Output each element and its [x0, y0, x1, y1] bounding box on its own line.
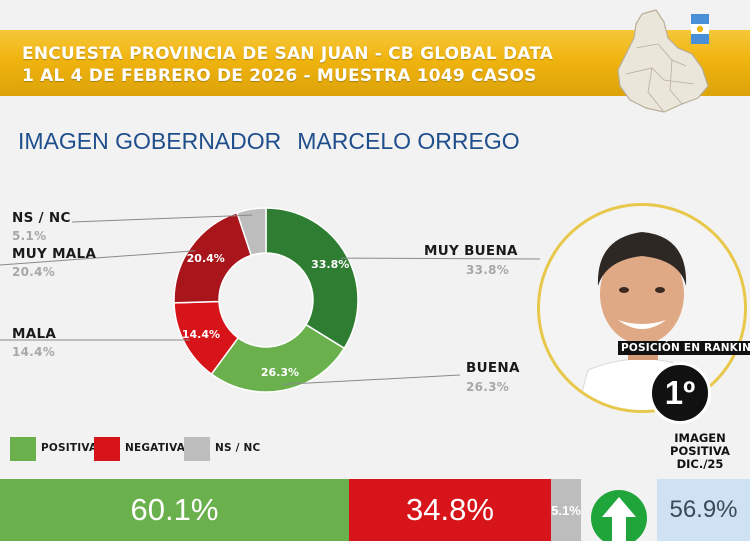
previous-caption-line1: IMAGEN — [674, 431, 726, 445]
leader-line — [71, 214, 253, 223]
flag-icon — [691, 14, 709, 44]
value-muy-mala: 20.4% — [12, 265, 56, 279]
header-line-1: ENCUESTA PROVINCIA DE SAN JUAN - CB GLOB… — [22, 44, 554, 64]
donut-slice-muy-buena — [265, 207, 359, 350]
bar-positiva: 60.1% — [0, 479, 349, 541]
header-line-2: 1 AL 4 DE FEBRERO DE 2026 - MUESTRA 1049… — [22, 66, 537, 86]
donut-slice-buena — [210, 323, 346, 393]
bar-ns-nc: 5.1% — [551, 479, 581, 541]
legend-text-ns-nc: NS / NC — [215, 442, 261, 454]
donut-value-label: 26.3% — [261, 366, 299, 379]
label-muy-buena: MUY BUENA — [424, 243, 518, 259]
value-ns-nc: 5.1% — [12, 229, 47, 243]
value-muy-buena: 33.8% — [466, 263, 510, 277]
legend-text-negativa: NEGATIVA — [125, 442, 186, 454]
label-mala: MALA — [12, 326, 57, 342]
san-juan-map-icon — [617, 9, 709, 113]
donut-value-label: 20.4% — [187, 252, 225, 265]
value-buena: 26.3% — [466, 380, 510, 394]
legend-swatch-ns-nc — [184, 437, 210, 461]
previous-value: 56.9% — [669, 496, 738, 523]
previous-caption-line3: DIC./25 — [676, 457, 724, 471]
donut-slice-ns-nc — [236, 207, 267, 257]
governor-portrait — [537, 203, 747, 413]
donut-value-label: 33.8% — [311, 258, 349, 271]
title-name: MARCELO ORREGO — [297, 128, 520, 154]
legend-swatch-negativa — [94, 437, 120, 461]
up-arrow-icon — [591, 490, 647, 541]
bar-negativa-label: 34.8% — [406, 492, 494, 527]
bar-negativa: 34.8% — [349, 479, 551, 541]
donut-value-label: 14.4% — [182, 328, 220, 341]
previous-caption: IMAGEN POSITIVA DIC./25 — [652, 432, 748, 471]
label-ns-nc: NS / NC — [12, 210, 71, 226]
previous-value-box: 56.9% — [657, 479, 750, 541]
donut-chart: 33.8% 26.3% 14.4% 20.4% — [0, 207, 540, 393]
title-label: IMAGEN GOBERNADOR — [18, 128, 282, 154]
label-buena: BUENA — [466, 360, 520, 376]
ranking-label: POSICIÓN EN RANKING — [618, 341, 750, 355]
legend-swatch-positiva — [10, 437, 36, 461]
label-muy-mala: MUY MALA — [12, 246, 97, 262]
value-mala: 14.4% — [12, 345, 56, 359]
bar-ns-nc-label: 5.1% — [551, 502, 581, 518]
previous-caption-line2: POSITIVA — [670, 444, 730, 458]
bar-positiva-label: 60.1% — [130, 492, 219, 527]
ranking-badge: 1º — [649, 362, 711, 424]
page-title: IMAGEN GOBERNADOR MARCELO ORREGO — [18, 128, 520, 155]
leader-line — [341, 257, 540, 260]
leader-line — [0, 250, 196, 266]
leader-line — [282, 374, 461, 385]
legend-text-positiva: POSITIVA — [41, 442, 98, 454]
